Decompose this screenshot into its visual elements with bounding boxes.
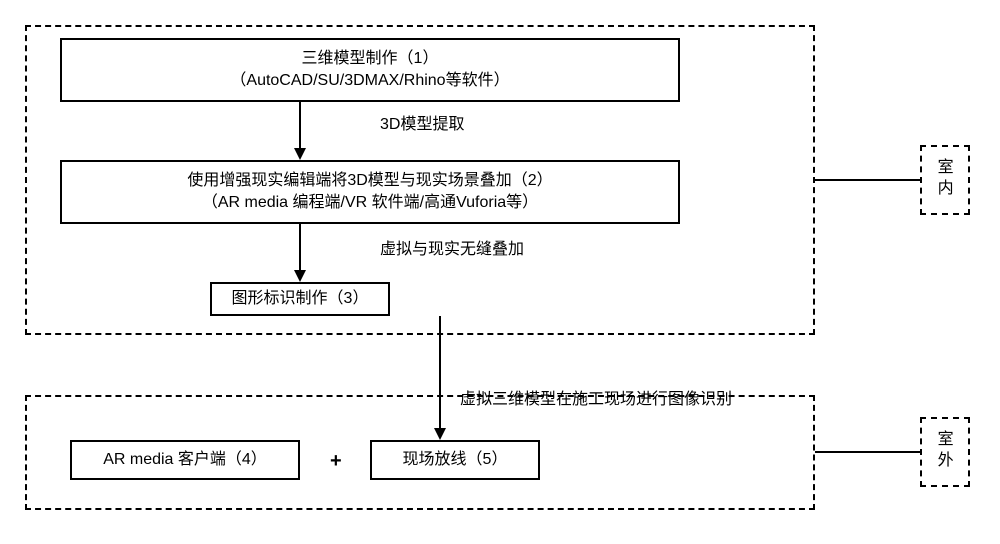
box-marker-creation: 图形标识制作（3） (210, 282, 390, 316)
box-3d-model-creation: 三维模型制作（1） （AutoCAD/SU/3DMAX/Rhino等软件） (60, 38, 680, 102)
plus-sign: + (330, 450, 342, 473)
box4-line1: AR media 客户端（4） (103, 449, 267, 471)
arrow-2-head (294, 270, 306, 282)
arrow-1-head (294, 148, 306, 160)
arrow-1-label: 3D模型提取 (380, 115, 464, 136)
box1-line2: （AutoCAD/SU/3DMAX/Rhino等软件） (230, 70, 509, 92)
arrow-2-label: 虚拟与现实无缝叠加 (380, 240, 524, 261)
box2-line2: （AR media 编程端/VR 软件端/高通Vuforia等） (202, 192, 538, 214)
box1-line1: 三维模型制作（1） (302, 48, 439, 70)
box-onsite-layout: 现场放线（5） (370, 440, 540, 480)
box-ar-media-client: AR media 客户端（4） (70, 440, 300, 480)
outdoor-connector (815, 451, 920, 453)
arrow-3-line (439, 316, 441, 428)
indoor-connector (815, 179, 920, 181)
outdoor-label: 室外 (936, 430, 955, 472)
arrow-3-label: 虚拟三维模型在施工现场进行图像识别 (460, 390, 732, 411)
arrow-1-line (299, 102, 301, 148)
box2-line1: 使用增强现实编辑端将3D模型与现实场景叠加（2） (187, 170, 552, 192)
diagram-canvas: 三维模型制作（1） （AutoCAD/SU/3DMAX/Rhino等软件） 3D… (20, 20, 980, 524)
box3-line1: 图形标识制作（3） (232, 288, 369, 310)
arrow-2-line (299, 224, 301, 270)
box5-line1: 现场放线（5） (403, 449, 508, 471)
arrow-3-head (434, 428, 446, 440)
indoor-label: 室内 (936, 158, 955, 200)
box-ar-overlay: 使用增强现实编辑端将3D模型与现实场景叠加（2） （AR media 编程端/V… (60, 160, 680, 224)
